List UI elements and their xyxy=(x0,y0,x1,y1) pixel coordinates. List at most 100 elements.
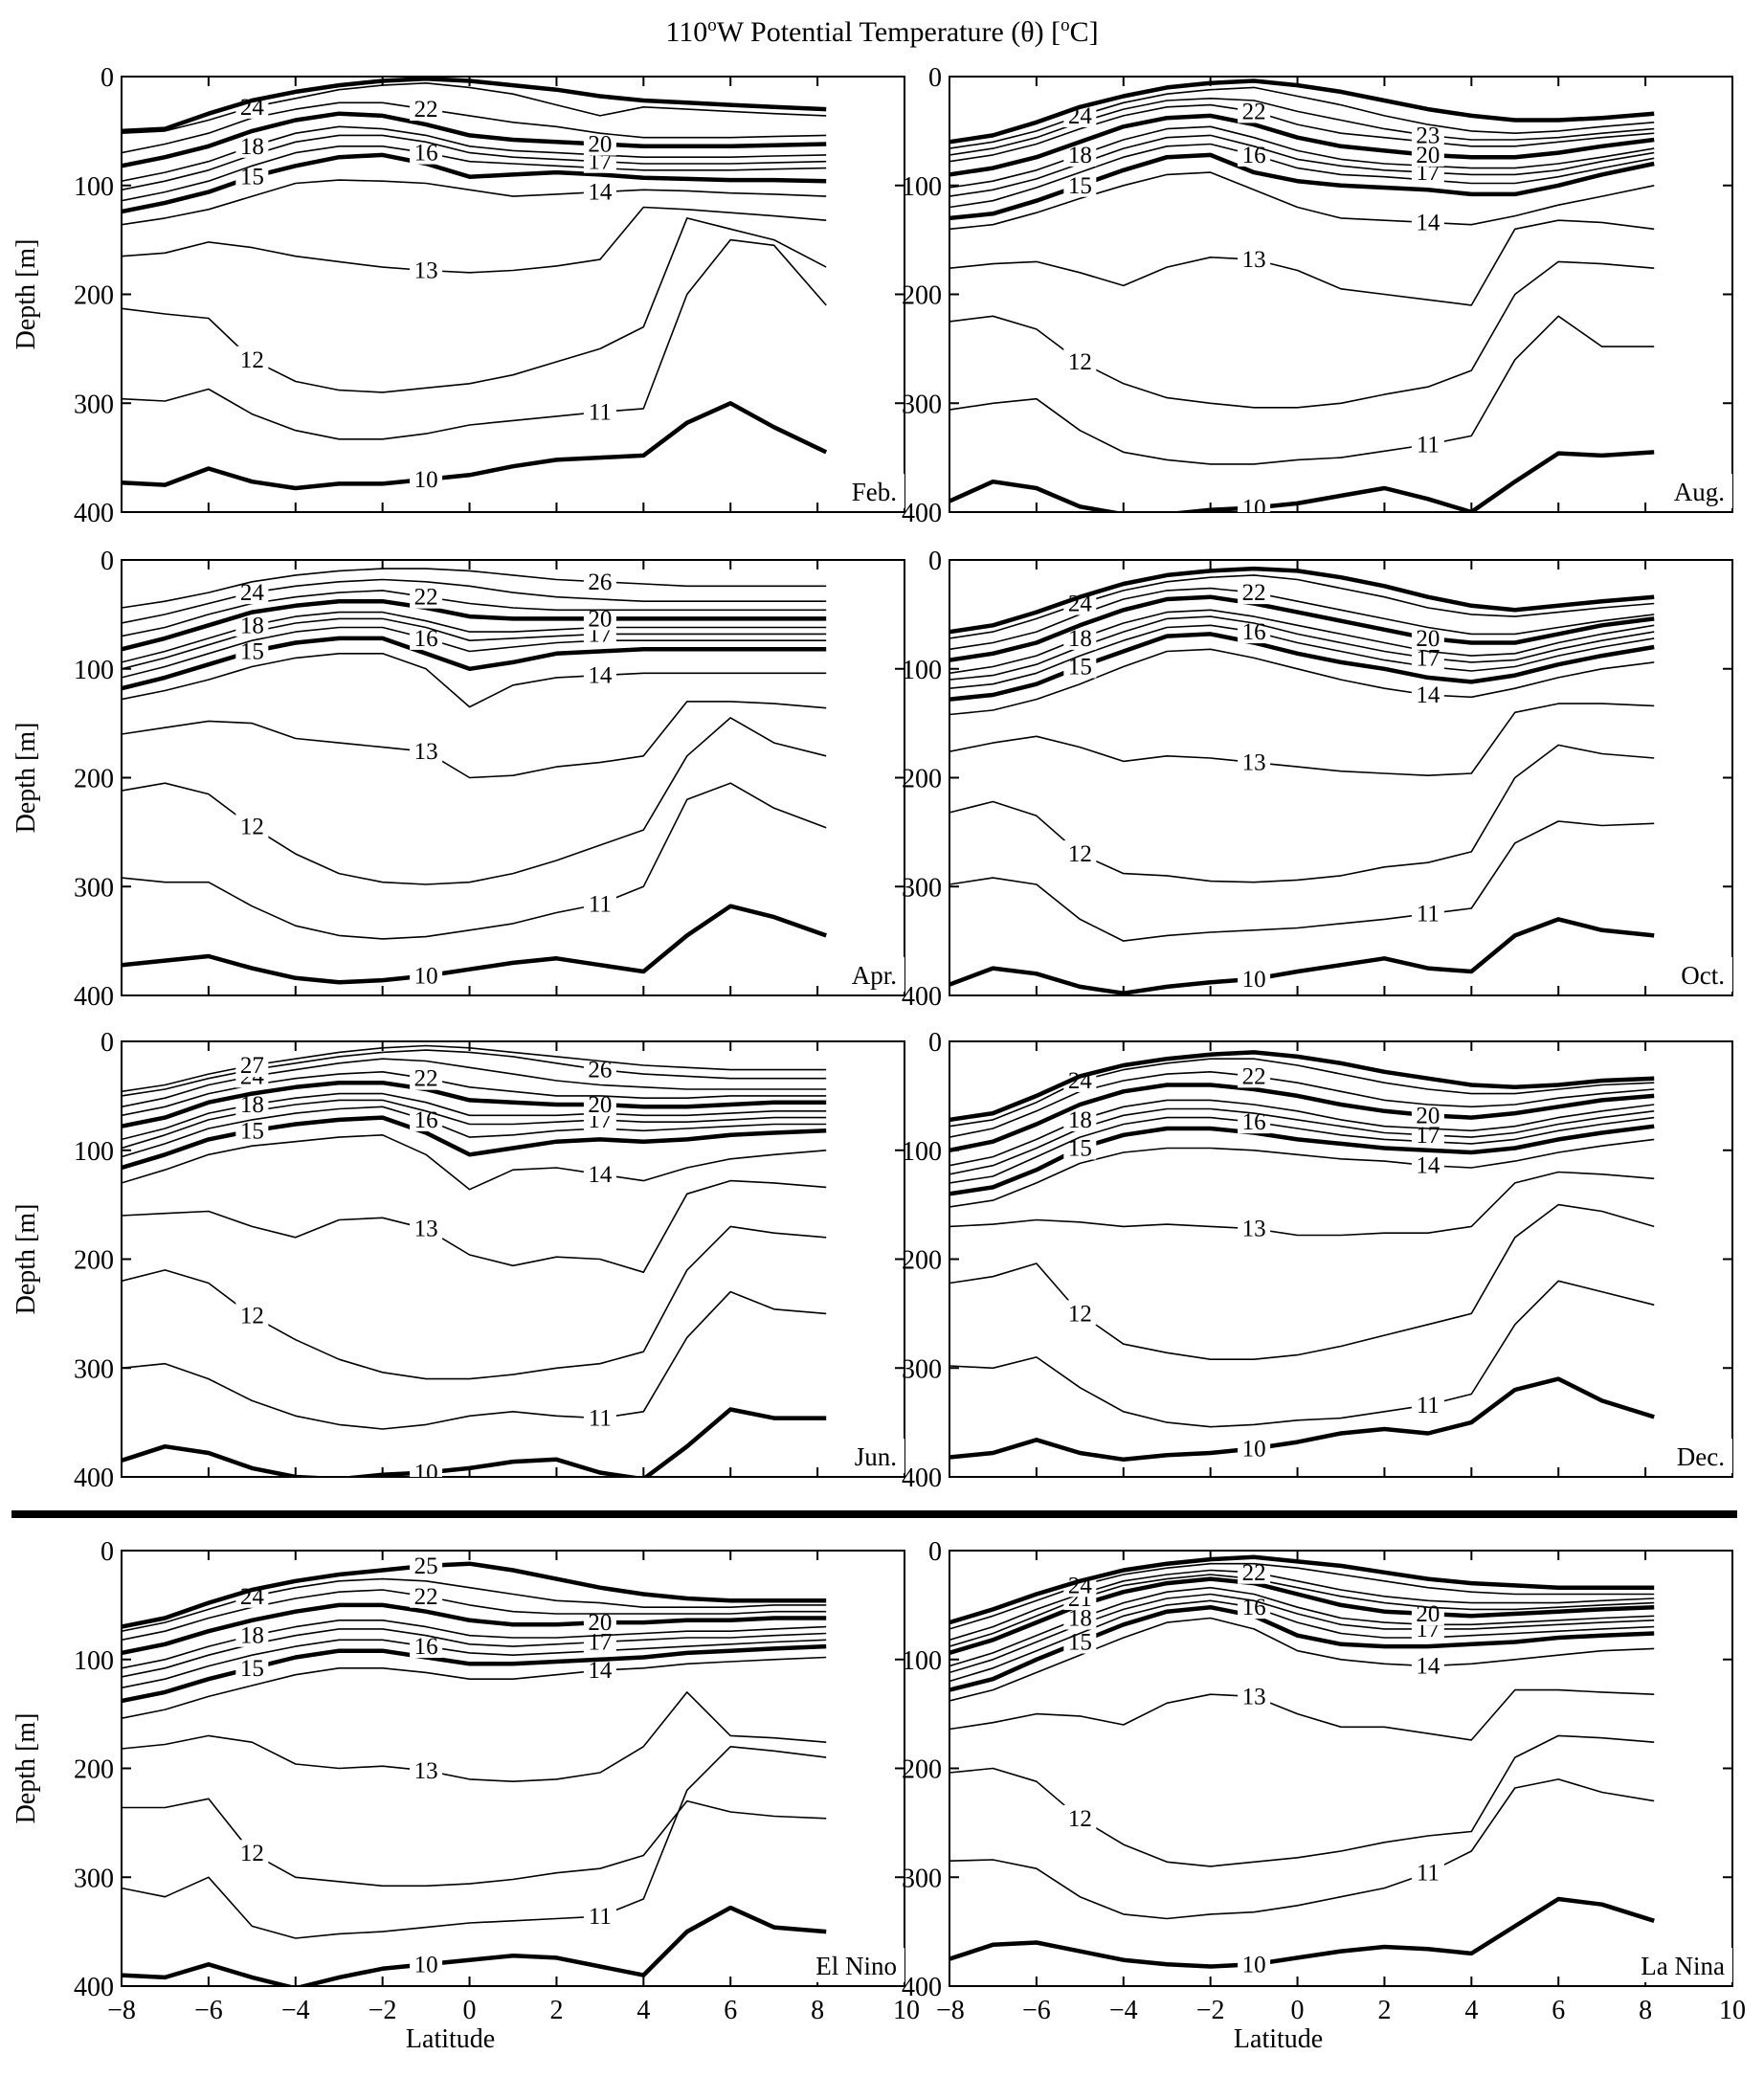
contour-12 xyxy=(122,717,827,885)
contour-label-mask xyxy=(410,962,443,988)
contour-17 xyxy=(122,1628,827,1678)
y-tick-label: 0 xyxy=(100,63,114,93)
contour-label-mask xyxy=(1411,1151,1444,1177)
contour-20 xyxy=(949,1576,1655,1656)
panel-label: Jun. xyxy=(855,1442,897,1471)
y-tick-label: 0 xyxy=(928,63,942,93)
contour-label-25: 25 xyxy=(414,1553,438,1579)
contour-25 xyxy=(949,78,1655,145)
contour-10 xyxy=(122,401,828,491)
contour-label-mask xyxy=(1063,1804,1097,1830)
contour-label-22: 22 xyxy=(1242,1063,1266,1089)
contour-22 xyxy=(122,1589,827,1642)
contour-label-14: 14 xyxy=(1416,1153,1440,1179)
contour-label-mask xyxy=(1238,1215,1271,1240)
contour-label-12: 12 xyxy=(240,815,264,840)
contour-label-mask xyxy=(410,465,443,491)
contour-label-12: 12 xyxy=(240,1304,264,1329)
contour-25 xyxy=(122,77,827,134)
y-tick-label: 400 xyxy=(902,499,942,528)
contour-16 xyxy=(122,1106,827,1158)
y-tick-label: 100 xyxy=(902,1137,942,1167)
y-tick-label: 400 xyxy=(902,982,942,1012)
contour-label-22: 22 xyxy=(414,1584,438,1610)
contour-17 xyxy=(949,615,1655,681)
contour-20 xyxy=(122,1080,827,1128)
contour-label-26: 26 xyxy=(588,570,612,595)
contour-label-mask xyxy=(410,139,443,165)
contour-label-mask xyxy=(410,1215,443,1240)
title-degree-2: o xyxy=(1061,15,1070,35)
contour-label-mask xyxy=(1411,431,1444,457)
contour-label-13: 13 xyxy=(414,739,438,765)
y-axis-title: Depth [m] xyxy=(11,1713,41,1824)
x-axis-title: Latitude xyxy=(1234,2024,1323,2054)
contour-label-13: 13 xyxy=(1242,750,1266,776)
x-tick-label: 2 xyxy=(1377,1996,1391,2025)
contour-15 xyxy=(949,1604,1655,1692)
panel-label-mask xyxy=(1662,957,1732,992)
contour-22 xyxy=(122,1071,827,1117)
contour-12 xyxy=(949,260,1655,409)
title-middle: W Potential Temperature (θ) [ xyxy=(716,16,1061,48)
contour-label-mask xyxy=(1063,653,1097,679)
contour-16 xyxy=(949,1599,1655,1683)
y-tick-label: 0 xyxy=(100,1537,114,1567)
contour-label-16: 16 xyxy=(414,1634,438,1660)
contour-label-10: 10 xyxy=(414,964,438,990)
contour-16 xyxy=(122,1639,827,1689)
y-tick-label: 200 xyxy=(74,765,114,794)
contour-label-mask xyxy=(1238,1062,1271,1088)
contour-label-mask xyxy=(410,1064,443,1090)
contour-label-20: 20 xyxy=(1416,1601,1440,1627)
y-tick-label: 400 xyxy=(74,499,114,528)
x-tick-label: −2 xyxy=(368,1996,397,2025)
contour-14 xyxy=(122,1656,827,1719)
x-tick-label: 10 xyxy=(1719,1996,1746,2025)
contour-16 xyxy=(949,624,1655,689)
contour-label-23: 23 xyxy=(1416,123,1440,148)
panel-label-mask xyxy=(834,1439,904,1473)
y-tick-label: 100 xyxy=(74,1137,114,1167)
contour-label-mask xyxy=(410,738,443,764)
contour-13 xyxy=(122,1691,827,1782)
contour-10 xyxy=(122,1905,827,1986)
contour-14 xyxy=(122,652,827,708)
x-tick-label: −8 xyxy=(936,1996,965,2025)
panel-label: Dec. xyxy=(1677,1442,1725,1471)
contour-22 xyxy=(949,1569,1655,1642)
contour-label-mask xyxy=(235,1052,269,1078)
y-tick-label: 400 xyxy=(902,1463,942,1493)
contour-label-mask xyxy=(1411,1652,1444,1678)
contour-label-mask xyxy=(583,1160,616,1186)
contour-label-18: 18 xyxy=(1068,1107,1092,1133)
contour-label-14: 14 xyxy=(1416,210,1440,235)
contour-label-mask xyxy=(235,813,269,838)
x-tick-label: 4 xyxy=(636,1996,650,2025)
contour-label-11: 11 xyxy=(589,1904,612,1930)
contour-16 xyxy=(122,145,827,202)
contour-label-mask xyxy=(583,568,616,593)
contour-label-mask xyxy=(235,579,269,605)
contour-label-10: 10 xyxy=(1242,967,1266,993)
y-tick-label: 200 xyxy=(902,1246,942,1276)
contour-label-10: 10 xyxy=(414,467,438,493)
x-tick-label: −6 xyxy=(1022,1996,1051,2025)
contour-11 xyxy=(949,315,1655,465)
contour-label-mask xyxy=(235,637,269,663)
contour-label-14: 14 xyxy=(588,1658,613,1684)
contour-20 xyxy=(122,111,827,168)
contour-14 xyxy=(122,179,827,226)
y-tick-label: 100 xyxy=(74,172,114,202)
y-tick-label: 100 xyxy=(902,656,942,685)
contour-label-20: 20 xyxy=(588,132,612,158)
contour-label-mask xyxy=(1411,1599,1444,1625)
